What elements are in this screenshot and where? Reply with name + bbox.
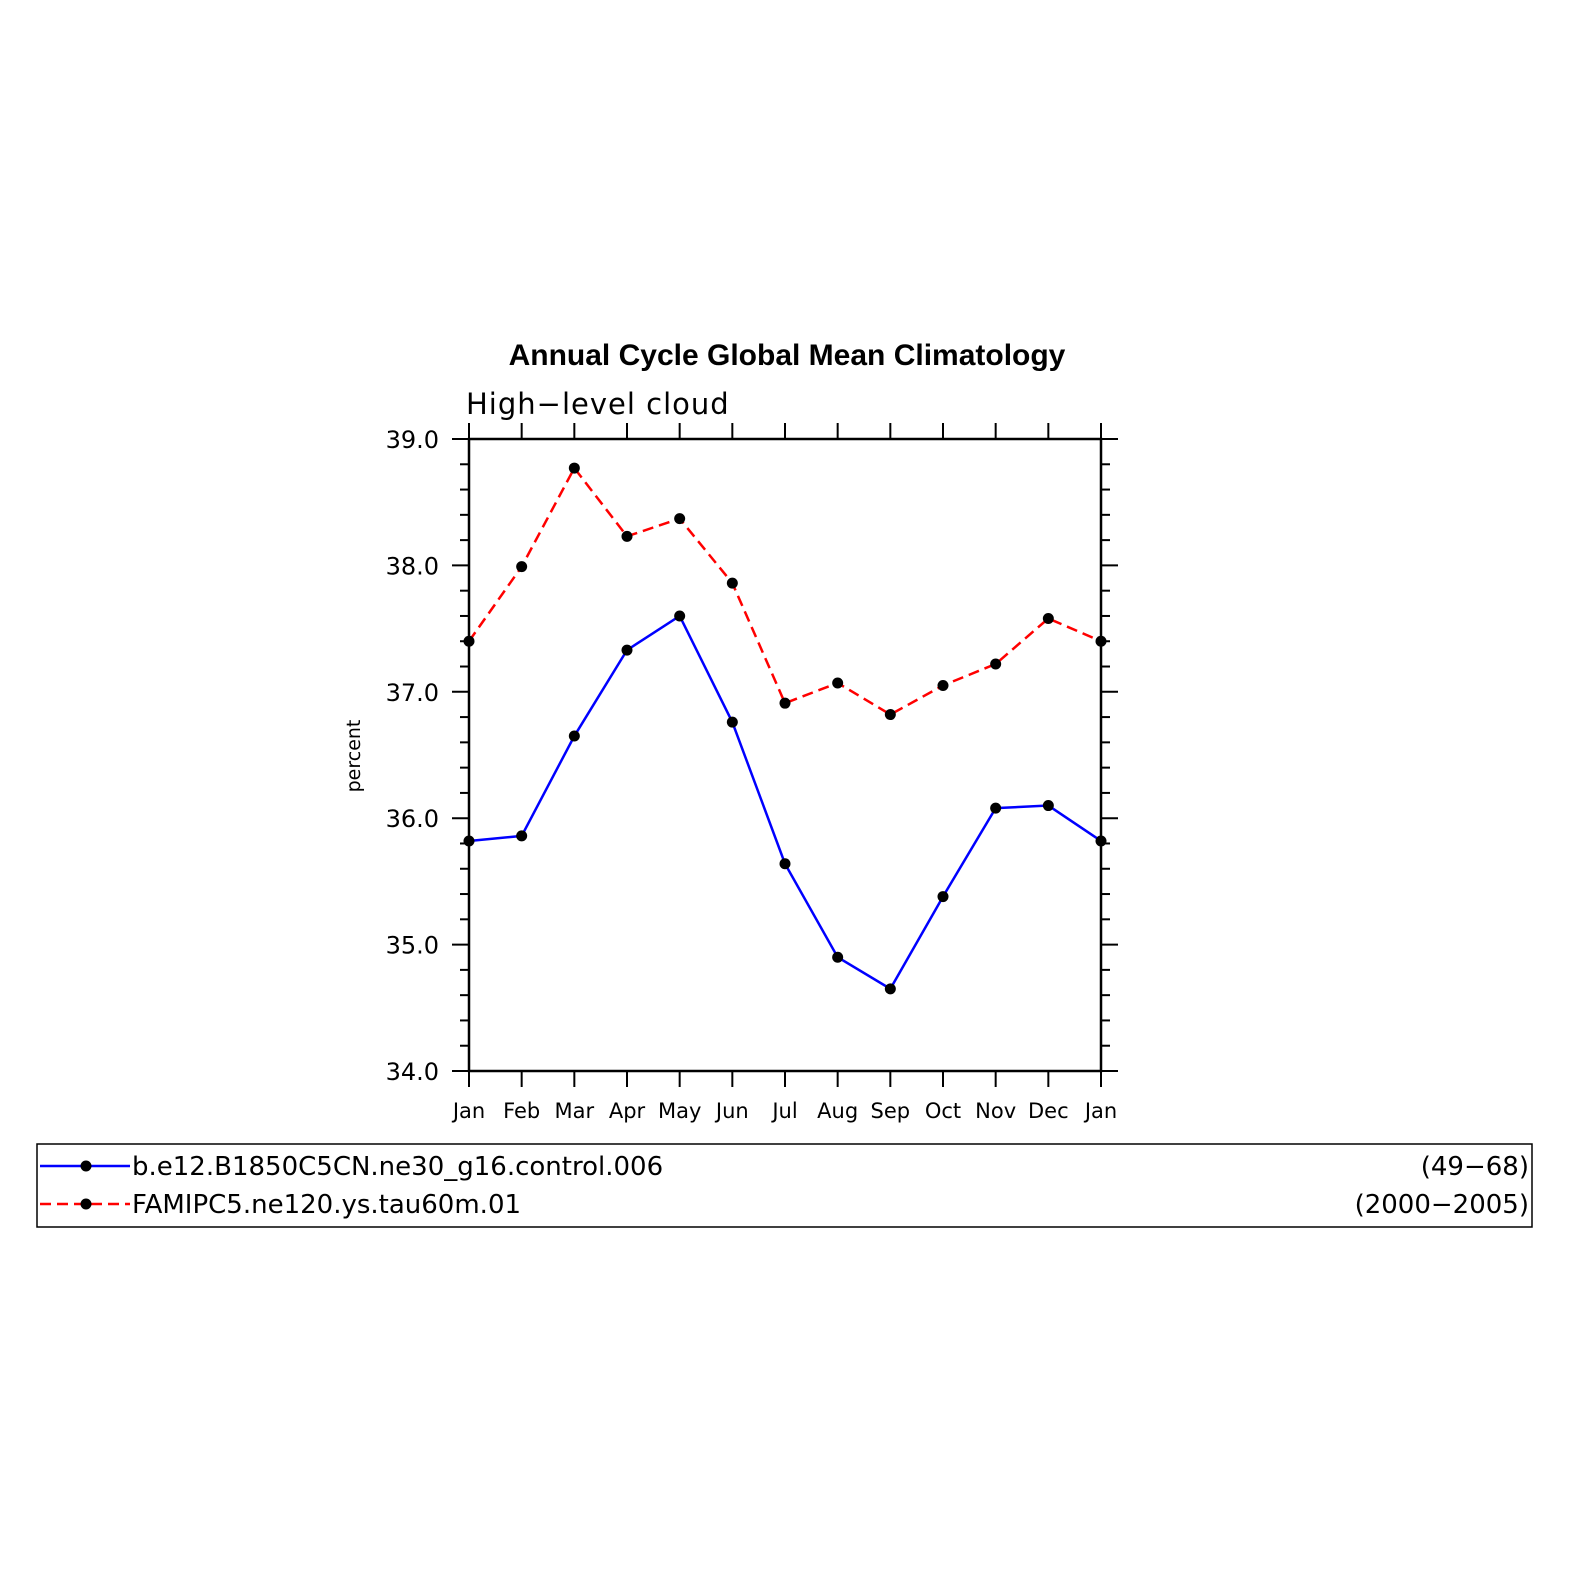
data-point <box>463 835 475 847</box>
legend-marker <box>80 1160 92 1172</box>
data-point <box>726 716 738 728</box>
data-point <box>884 709 896 721</box>
legend-box <box>36 1143 1533 1228</box>
y-axis-label: percent <box>343 720 365 793</box>
plot-axes: 34.0 35.0 36.0 37.0 38.0 39.0 Jan Feb Mar Apr May J… <box>386 423 1118 1123</box>
legend-marker <box>80 1198 92 1210</box>
data-point <box>516 830 528 842</box>
legend: b.e12.B1850C5CN.ne30_g16.control.006 (49−… <box>36 1143 1533 1228</box>
x-tick-label: Jul <box>770 1099 797 1123</box>
x-tick-label: Aug <box>817 1099 858 1123</box>
x-tick-label: Sep <box>871 1099 911 1123</box>
data-point <box>726 577 738 589</box>
y-tick-label: 36.0 <box>386 805 439 833</box>
chart-subtitle: High−level cloud <box>466 387 730 421</box>
y-tick-label: 38.0 <box>386 552 439 580</box>
data-point <box>568 462 580 474</box>
data-point <box>621 530 633 542</box>
y-tick-label: 35.0 <box>386 932 439 960</box>
data-point <box>516 561 528 573</box>
data-point <box>937 891 949 903</box>
data-point <box>1042 800 1054 812</box>
data-point <box>779 697 791 709</box>
data-point <box>884 983 896 995</box>
x-tick-label: Apr <box>609 1099 646 1123</box>
series-line-1 <box>468 614 1102 991</box>
data-point <box>1042 612 1054 624</box>
x-tick-label: Oct <box>925 1099 961 1123</box>
x-tick-label: Jun <box>714 1099 749 1123</box>
data-point <box>568 730 580 742</box>
x-tick-label: Feb <box>503 1099 540 1123</box>
data-point <box>832 951 844 963</box>
x-tick-label: Jan <box>1083 1099 1117 1123</box>
x-tick-label: Dec <box>1028 1099 1069 1123</box>
data-point <box>779 858 791 870</box>
data-point <box>990 658 1002 670</box>
y-tick-label: 34.0 <box>386 1058 439 1086</box>
data-point <box>1095 635 1107 647</box>
x-tick-label: Mar <box>555 1099 595 1123</box>
legend-label: b.e12.B1850C5CN.ne30_g16.control.006 <box>132 1152 663 1182</box>
chart-title: Annual Cycle Global Mean Climatology <box>509 339 1066 372</box>
data-point <box>990 802 1002 814</box>
data-point <box>937 679 949 691</box>
data-point <box>463 635 475 647</box>
x-tick-label: May <box>658 1099 701 1123</box>
legend-period: (49−68) <box>1421 1152 1529 1182</box>
data-point <box>674 513 686 525</box>
x-tick-label: Nov <box>975 1099 1016 1123</box>
legend-label: FAMIPC5.ne120.ys.tau60m.01 <box>132 1190 521 1220</box>
data-point <box>674 610 686 622</box>
y-tick-label: 37.0 <box>386 679 439 707</box>
series-line-2 <box>467 465 1102 716</box>
data-point <box>1095 835 1107 847</box>
y-tick-label: 39.0 <box>386 426 439 454</box>
data-point <box>832 677 844 689</box>
legend-period: (2000−2005) <box>1355 1190 1529 1220</box>
series-layer <box>463 462 1107 995</box>
data-point <box>621 644 633 656</box>
x-tick-label: Jan <box>451 1099 485 1123</box>
